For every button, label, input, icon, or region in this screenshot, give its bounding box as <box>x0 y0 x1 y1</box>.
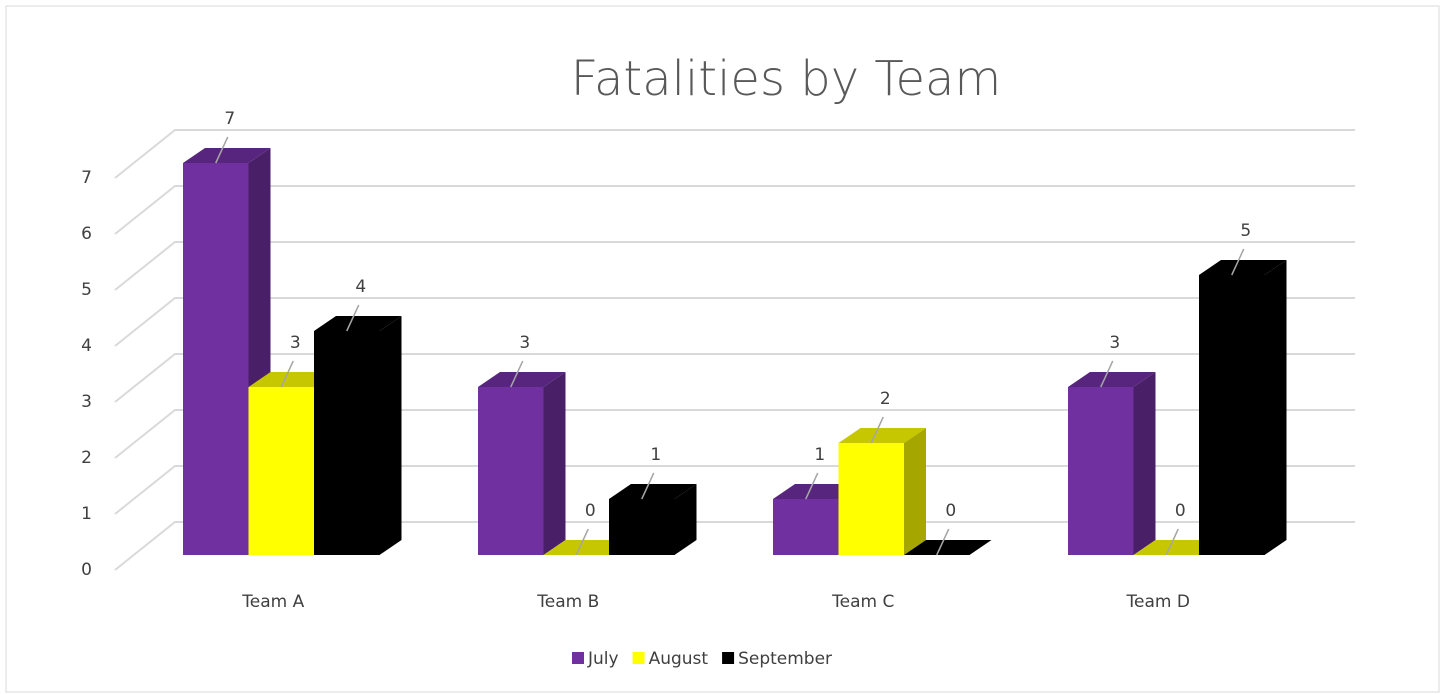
y-tick-label: 0 <box>81 560 92 580</box>
x-tick-label: Team B <box>536 592 599 612</box>
x-tick-label: Team C <box>831 592 894 612</box>
grid-line <box>114 409 1355 459</box>
bar-face <box>379 316 402 555</box>
data-label: 1 <box>814 445 825 465</box>
bar-face <box>543 372 566 555</box>
bar-face <box>314 331 380 555</box>
data-label: 7 <box>224 109 235 129</box>
bar-face <box>904 540 992 555</box>
legend-label: August <box>649 649 709 669</box>
bar-face <box>838 428 926 443</box>
bar <box>478 372 566 555</box>
data-label: 5 <box>1240 221 1251 241</box>
bar-face <box>1133 372 1156 555</box>
y-tick-label: 4 <box>81 336 92 356</box>
grid-line <box>114 353 1355 403</box>
legend-swatch <box>722 652 735 664</box>
bar <box>904 540 992 555</box>
data-label: 1 <box>650 445 661 465</box>
grid-line <box>114 185 1355 235</box>
data-label: 0 <box>585 501 596 521</box>
legend-swatch <box>572 652 584 664</box>
y-tick-label: 2 <box>81 448 92 468</box>
leader-line <box>1231 248 1245 276</box>
bar-face <box>1068 387 1134 555</box>
data-label: 3 <box>290 333 301 353</box>
legend-label: September <box>738 649 832 669</box>
y-tick-label: 1 <box>81 504 92 524</box>
leader-line <box>346 304 360 332</box>
legend-swatch <box>632 652 645 664</box>
chart-title: Fatalities by Team <box>571 51 1001 107</box>
grid-line <box>114 129 1355 179</box>
leader-line <box>510 360 524 388</box>
x-tick-label: Team A <box>241 592 304 612</box>
y-tick-label: 6 <box>81 224 92 244</box>
bar-face <box>183 148 271 163</box>
bar-face <box>183 163 249 555</box>
legend-label: July <box>587 649 619 669</box>
bar-face <box>1068 372 1156 387</box>
grid-line <box>114 521 1355 571</box>
bar-face <box>904 428 926 555</box>
bar-face <box>773 499 839 555</box>
grid-line <box>114 297 1355 347</box>
bar <box>1199 260 1287 555</box>
data-label: 3 <box>1109 333 1120 353</box>
bar-face <box>1199 260 1287 275</box>
y-tick-label: 3 <box>81 392 92 412</box>
bar <box>1068 372 1156 555</box>
bar-face <box>1264 260 1287 555</box>
leader-line <box>870 416 884 444</box>
bar-face <box>674 484 697 555</box>
bar-face <box>838 443 904 555</box>
data-label: 0 <box>1175 501 1186 521</box>
bar <box>838 428 926 555</box>
bar-face <box>478 372 566 387</box>
bar-face <box>478 387 544 555</box>
leader-line <box>641 472 655 500</box>
leader-line <box>280 360 294 388</box>
y-tick-label: 5 <box>81 280 92 300</box>
leader-line <box>575 528 589 556</box>
y-tick-label: 7 <box>81 168 92 188</box>
grid-line <box>114 241 1355 291</box>
data-label: 3 <box>519 333 530 353</box>
bar-face <box>248 387 314 555</box>
x-tick-label: Team D <box>1126 592 1190 612</box>
bar-face <box>314 316 402 331</box>
bar <box>314 316 402 555</box>
bar-face <box>609 499 675 555</box>
data-label: 2 <box>880 389 891 409</box>
bar-face <box>1199 275 1265 555</box>
leader-line <box>936 528 950 556</box>
leader-line <box>1100 360 1114 388</box>
bar <box>609 484 697 555</box>
grid-line <box>114 465 1355 515</box>
leader-line <box>215 136 229 164</box>
data-label: 4 <box>355 277 366 297</box>
leader-line <box>805 472 819 500</box>
bar-face <box>609 484 697 499</box>
leader-line <box>1165 528 1179 556</box>
data-label: 0 <box>945 501 956 521</box>
